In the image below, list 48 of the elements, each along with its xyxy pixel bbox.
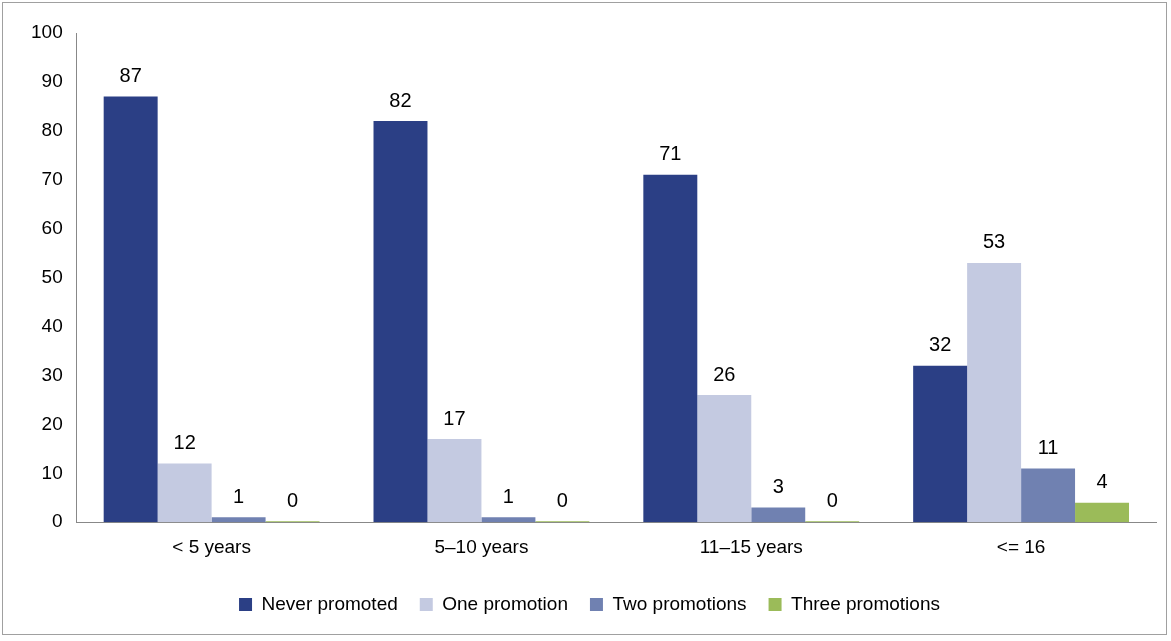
data-label: 0 bbox=[826, 488, 838, 511]
bar bbox=[967, 262, 1022, 523]
y-tick-label: 10 bbox=[41, 461, 63, 483]
x-tick-label: 11–15 years bbox=[699, 535, 803, 557]
data-label: 1 bbox=[502, 484, 514, 507]
bar bbox=[1021, 468, 1076, 523]
data-label: 82 bbox=[389, 88, 412, 111]
data-label: 0 bbox=[287, 488, 299, 511]
data-label: 12 bbox=[173, 431, 196, 454]
y-tick-label: 80 bbox=[41, 119, 63, 141]
x-tick-label: <= 16 bbox=[996, 535, 1046, 557]
x-tick-label: 5–10 years bbox=[434, 535, 529, 557]
bar bbox=[1075, 502, 1130, 523]
data-label: 3 bbox=[772, 475, 784, 498]
bar bbox=[373, 121, 428, 523]
data-label: 32 bbox=[929, 333, 952, 356]
legend-label: One promotion bbox=[442, 592, 568, 614]
y-tick-label: 70 bbox=[41, 167, 63, 189]
y-tick-label: 0 bbox=[52, 510, 63, 532]
bar bbox=[427, 439, 482, 523]
bar bbox=[103, 96, 158, 523]
y-tick-label: 100 bbox=[31, 21, 63, 43]
y-tick-label: 20 bbox=[41, 412, 63, 434]
bar bbox=[697, 395, 752, 523]
data-label: 87 bbox=[119, 64, 142, 87]
y-tick-label: 40 bbox=[41, 314, 63, 336]
data-label: 17 bbox=[443, 406, 466, 429]
bar bbox=[157, 463, 212, 523]
legend-label: Never promoted bbox=[261, 592, 398, 614]
y-tick-label: 90 bbox=[41, 70, 63, 92]
bar bbox=[751, 507, 806, 523]
data-label: 11 bbox=[1037, 435, 1059, 458]
data-label: 71 bbox=[659, 142, 682, 165]
bar bbox=[211, 517, 266, 523]
y-tick-label: 50 bbox=[41, 265, 63, 287]
data-label: 1 bbox=[233, 484, 245, 507]
legend-label: Three promotions bbox=[791, 592, 940, 614]
data-label: 0 bbox=[556, 488, 568, 511]
data-label: 26 bbox=[713, 362, 736, 385]
y-tick-label: 30 bbox=[41, 363, 63, 385]
bar bbox=[643, 174, 698, 523]
bar bbox=[913, 365, 968, 523]
data-label: 53 bbox=[982, 230, 1006, 253]
legend-label: Two promotions bbox=[612, 592, 747, 614]
x-tick-label: < 5 years bbox=[172, 535, 251, 557]
data-label: 4 bbox=[1096, 470, 1108, 493]
bar bbox=[481, 517, 536, 523]
y-tick-label: 60 bbox=[41, 216, 63, 238]
